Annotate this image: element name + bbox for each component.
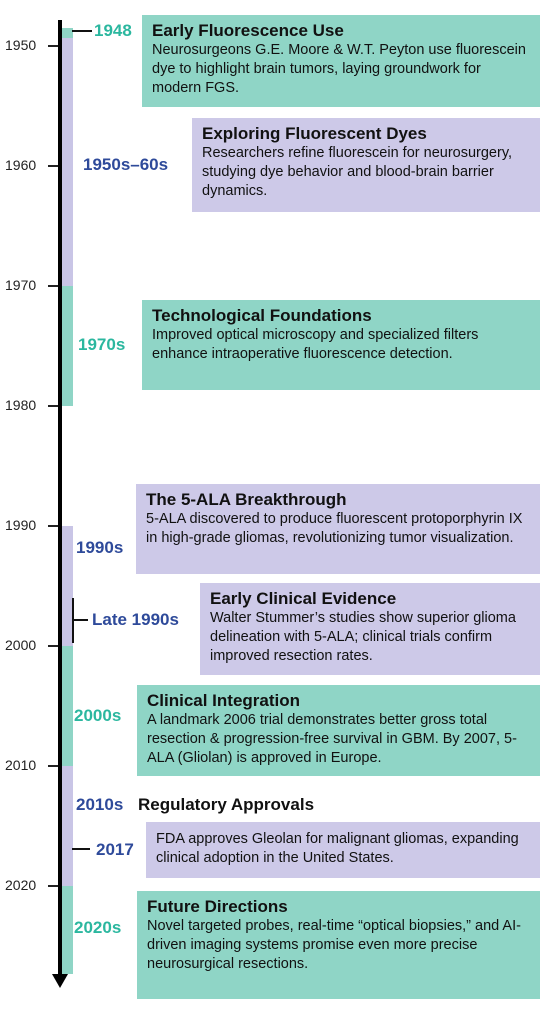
event-box-early-clinical-evidence: Early Clinical Evidence Walter Stummer’s… <box>200 583 540 675</box>
event-label-1948: 1948 <box>94 21 132 40</box>
year-label: 1990 <box>5 517 37 533</box>
event-box-clinical-integration: Clinical Integration A landmark 2006 tri… <box>137 685 540 776</box>
event-label-2020s: 2020s <box>74 918 122 937</box>
event-box-future-directions: Future Directions Novel targeted probes,… <box>137 891 540 999</box>
event-label-1990s: 1990s <box>76 538 124 557</box>
event-box-5-ala-breakthrough: The 5-ALA Breakthrough 5-ALA discovered … <box>136 484 540 574</box>
year-tick <box>48 525 58 527</box>
event-connector <box>72 848 90 850</box>
event-title: Clinical Integration <box>147 691 301 710</box>
event-description: Researchers refine fluorescein for neuro… <box>202 145 513 199</box>
event-description: Improved optical microscopy and speciali… <box>152 327 479 362</box>
axis-band-1970s <box>62 286 73 406</box>
event-description: Novel targeted probes, real-time “optica… <box>147 918 521 972</box>
year-label: 2020 <box>5 877 37 893</box>
year-tick <box>48 885 58 887</box>
year-label: 1980 <box>5 397 37 413</box>
year-tick <box>48 285 58 287</box>
year-label: 2000 <box>5 637 37 653</box>
event-box-fda-approval: FDA approves Gleolan for malignant gliom… <box>146 822 540 878</box>
year-label: 1970 <box>5 277 37 293</box>
event-title: Early Clinical Evidence <box>210 589 397 608</box>
event-description: A landmark 2006 trial demonstrates bette… <box>147 712 517 766</box>
event-label-2000s: 2000s <box>74 706 122 725</box>
axis-band-2010s <box>62 766 73 886</box>
event-title: Exploring Fluorescent Dyes <box>202 124 427 143</box>
axis-band-1940s <box>62 28 73 38</box>
event-connector <box>72 30 92 32</box>
event-connector <box>72 619 88 621</box>
event-label-1970s: 1970s <box>78 335 126 354</box>
axis-band-2000s <box>62 646 73 766</box>
event-box-exploring-dyes: Exploring Fluorescent Dyes Researchers r… <box>192 118 540 212</box>
axis-band-2020s <box>62 886 73 974</box>
event-description: 5-ALA discovered to produce fluorescent … <box>146 511 523 546</box>
axis-band-1990s <box>62 526 73 646</box>
year-label: 1960 <box>5 157 37 173</box>
event-label-late-1990s: Late 1990s <box>92 610 179 629</box>
year-tick <box>48 645 58 647</box>
regulatory-approvals-heading: Regulatory Approvals <box>138 795 315 814</box>
event-box-technological-foundations: Technological Foundations Improved optic… <box>142 300 540 390</box>
year-tick <box>48 765 58 767</box>
event-label-1950s-60s: 1950s–60s <box>83 155 169 174</box>
event-description: Walter Stummer’s studies show superior g… <box>210 610 516 664</box>
axis-arrow-icon <box>52 974 68 988</box>
event-box-early-fluorescence: Early Fluorescence Use Neurosurgeons G.E… <box>142 15 540 107</box>
year-label: 1950 <box>5 37 37 53</box>
year-label: 2010 <box>5 757 37 773</box>
timeline-axis <box>58 20 62 978</box>
axis-band-1950s-60s <box>62 38 73 286</box>
event-description: Neurosurgeons G.E. Moore & W.T. Peyton u… <box>152 42 526 96</box>
event-title: Early Fluorescence Use <box>152 21 344 40</box>
year-tick <box>48 45 58 47</box>
event-title: Future Directions <box>147 897 288 916</box>
event-label-2017: 2017 <box>96 840 134 859</box>
event-title: The 5-ALA Breakthrough <box>146 490 347 509</box>
year-tick <box>48 165 58 167</box>
event-description: FDA approves Gleolan for malignant gliom… <box>156 831 519 866</box>
event-label-2010s: 2010s <box>76 795 124 814</box>
year-tick <box>48 405 58 407</box>
event-title: Technological Foundations <box>152 306 372 325</box>
